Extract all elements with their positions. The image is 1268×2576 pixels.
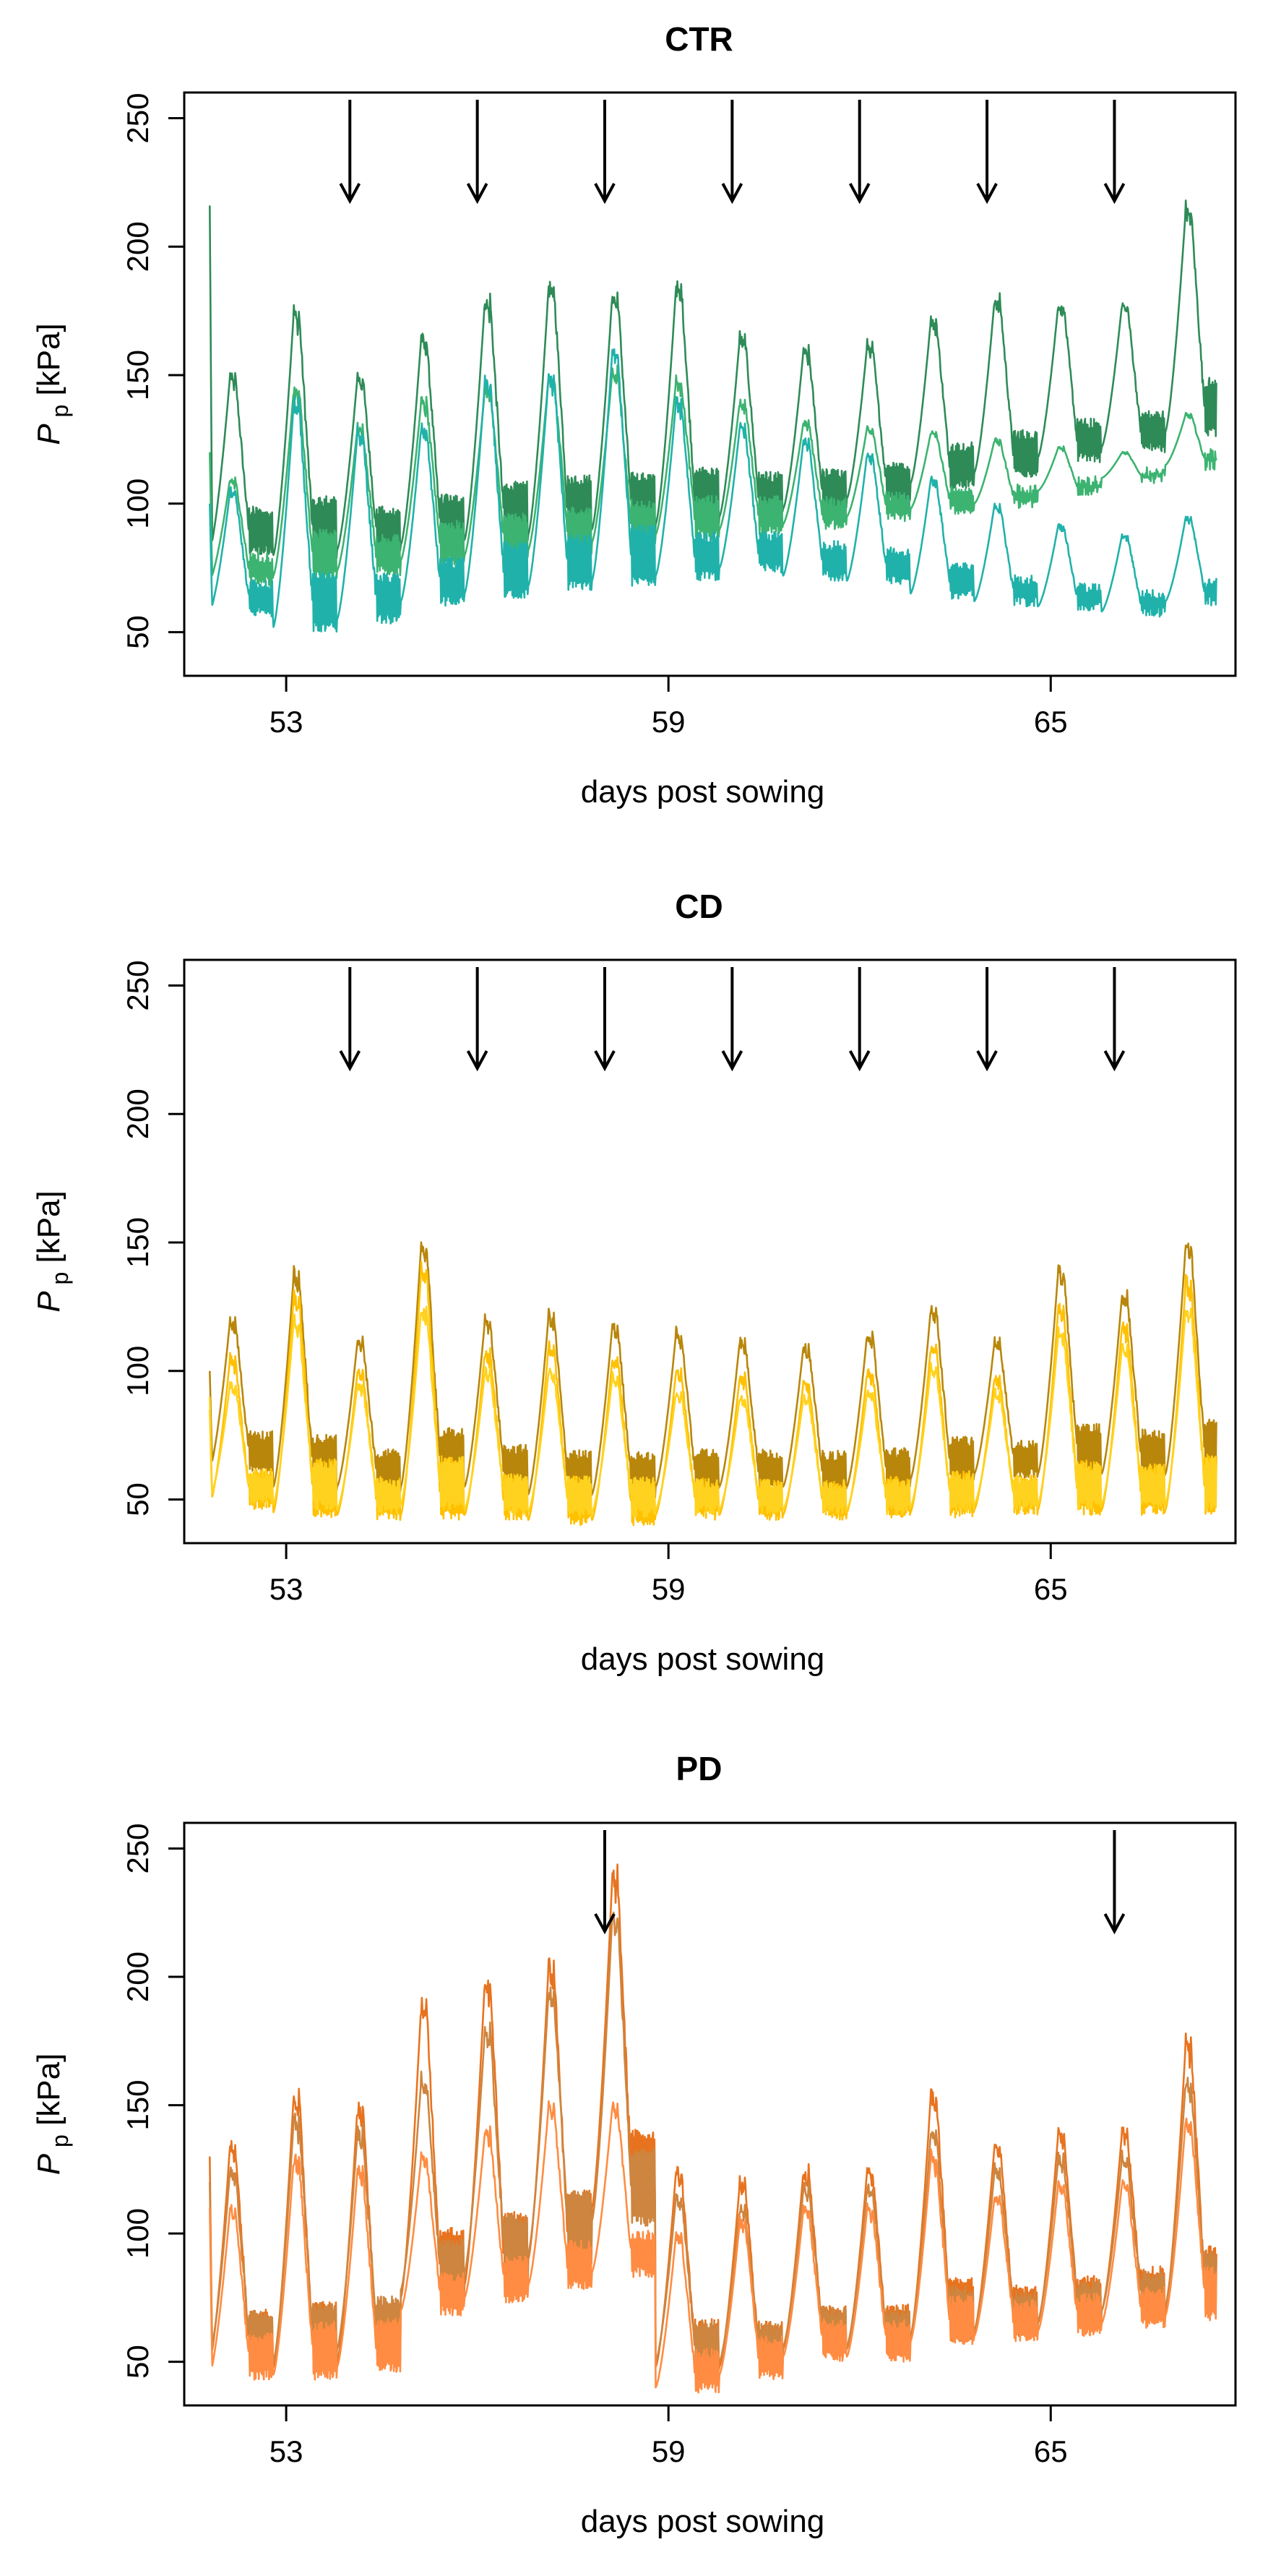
arrow-head [466,183,488,205]
y-tick-label: 50 [121,2345,155,2379]
chart-title: CD [675,888,723,925]
x-tick-label: 65 [1034,1572,1068,1606]
x-axis-label: days post sowing [581,1641,825,1677]
arrow-head [594,183,616,205]
y-axis-label: P p [kPa] [31,2053,73,2176]
arrow-marker-1 [339,967,361,1072]
y-label-unit: [kPa] [31,323,66,405]
arrow-head [976,1050,998,1072]
x-tick-label: 65 [1034,705,1068,739]
chart-title: CTR [665,20,733,58]
series-line-1 [209,1241,1217,1500]
y-tick-label: 50 [121,1482,155,1516]
y-label-symbol: P [31,424,66,445]
chart-panel-ctr: CTR 50 100 150 200 250 53 59 65 days post sowing P… [31,20,1237,810]
chart-panel-pd: PD 50 100 150 200 250 53 59 65 days post sowing P … [31,1750,1237,2539]
x-tick-label: 53 [269,705,303,739]
arrow-marker-2 [466,100,488,205]
y-tick-label: 150 [121,1217,155,1268]
y-label-symbol: P [31,2153,66,2175]
x-axis-label: days post sowing [581,774,825,810]
y-label-subscript: p [47,1272,73,1292]
x-tick-label: 59 [652,705,686,739]
y-label-subscript: p [47,405,73,424]
arrow-head [1103,183,1126,205]
x-tick-label: 59 [652,1572,686,1606]
arrow-head [339,1050,361,1072]
series-line-2 [209,364,1217,587]
arrow-head [594,1050,616,1072]
arrow-marker-7 [1103,100,1126,205]
chart-title: PD [676,1750,723,1787]
arrow-head [721,1050,743,1072]
arrow-marker-5 [848,100,871,205]
y-tick-label: 250 [121,1823,155,1873]
arrow-head [848,1050,871,1072]
series-line-3 [209,2100,1217,2394]
arrow-marker-2 [466,967,488,1072]
arrow-head [721,183,743,205]
y-axis-label: P p [kPa] [31,323,73,445]
x-tick-label: 53 [269,2434,303,2468]
arrow-marker-2 [1103,1830,1126,1935]
y-label-symbol: P [31,1291,66,1313]
arrow-marker-3 [594,967,616,1072]
y-tick-label: 250 [121,93,155,144]
y-label-unit: [kPa] [31,2053,66,2135]
x-tick-label: 59 [652,2434,686,2468]
arrow-marker-5 [848,967,871,1072]
arrow-marker-4 [721,967,743,1072]
arrow-head [1103,1050,1126,1072]
x-tick-label: 53 [269,1572,303,1606]
arrow-marker-4 [721,100,743,205]
y-tick-label: 50 [121,615,155,649]
arrow-marker-6 [976,967,998,1072]
y-tick-label: 150 [121,350,155,400]
chart-panel-cd: CD 50 100 150 200 250 53 59 65 days post sowing P … [31,888,1237,1677]
arrow-marker-6 [976,100,998,205]
x-axis-label: days post sowing [581,2504,825,2539]
y-axis-label: P p [kPa] [31,1190,73,1313]
series-line-1 [209,1863,1217,2373]
series-line-3 [209,348,1217,633]
series-line-3 [209,1305,1217,1519]
arrow-head [1103,1913,1126,1935]
y-tick-label: 100 [121,1346,155,1396]
arrow-head [466,1050,488,1072]
arrow-head [976,183,998,205]
y-label-subscript: p [47,2134,73,2154]
arrow-head [339,183,361,205]
y-tick-label: 200 [121,1089,155,1139]
y-tick-label: 150 [121,2080,155,2131]
x-tick-label: 65 [1034,2434,1068,2468]
arrow-head [848,183,871,205]
y-tick-label: 200 [121,1952,155,2002]
y-tick-label: 250 [121,961,155,1011]
arrow-marker-3 [594,100,616,205]
y-tick-label: 100 [121,478,155,529]
y-tick-label: 200 [121,221,155,272]
y-tick-label: 100 [121,2208,155,2259]
y-label-unit: [kPa] [31,1190,66,1272]
arrow-head [594,1913,616,1935]
arrow-marker-7 [1103,967,1126,1072]
arrow-marker-1 [594,1830,616,1935]
arrow-marker-1 [339,100,361,205]
